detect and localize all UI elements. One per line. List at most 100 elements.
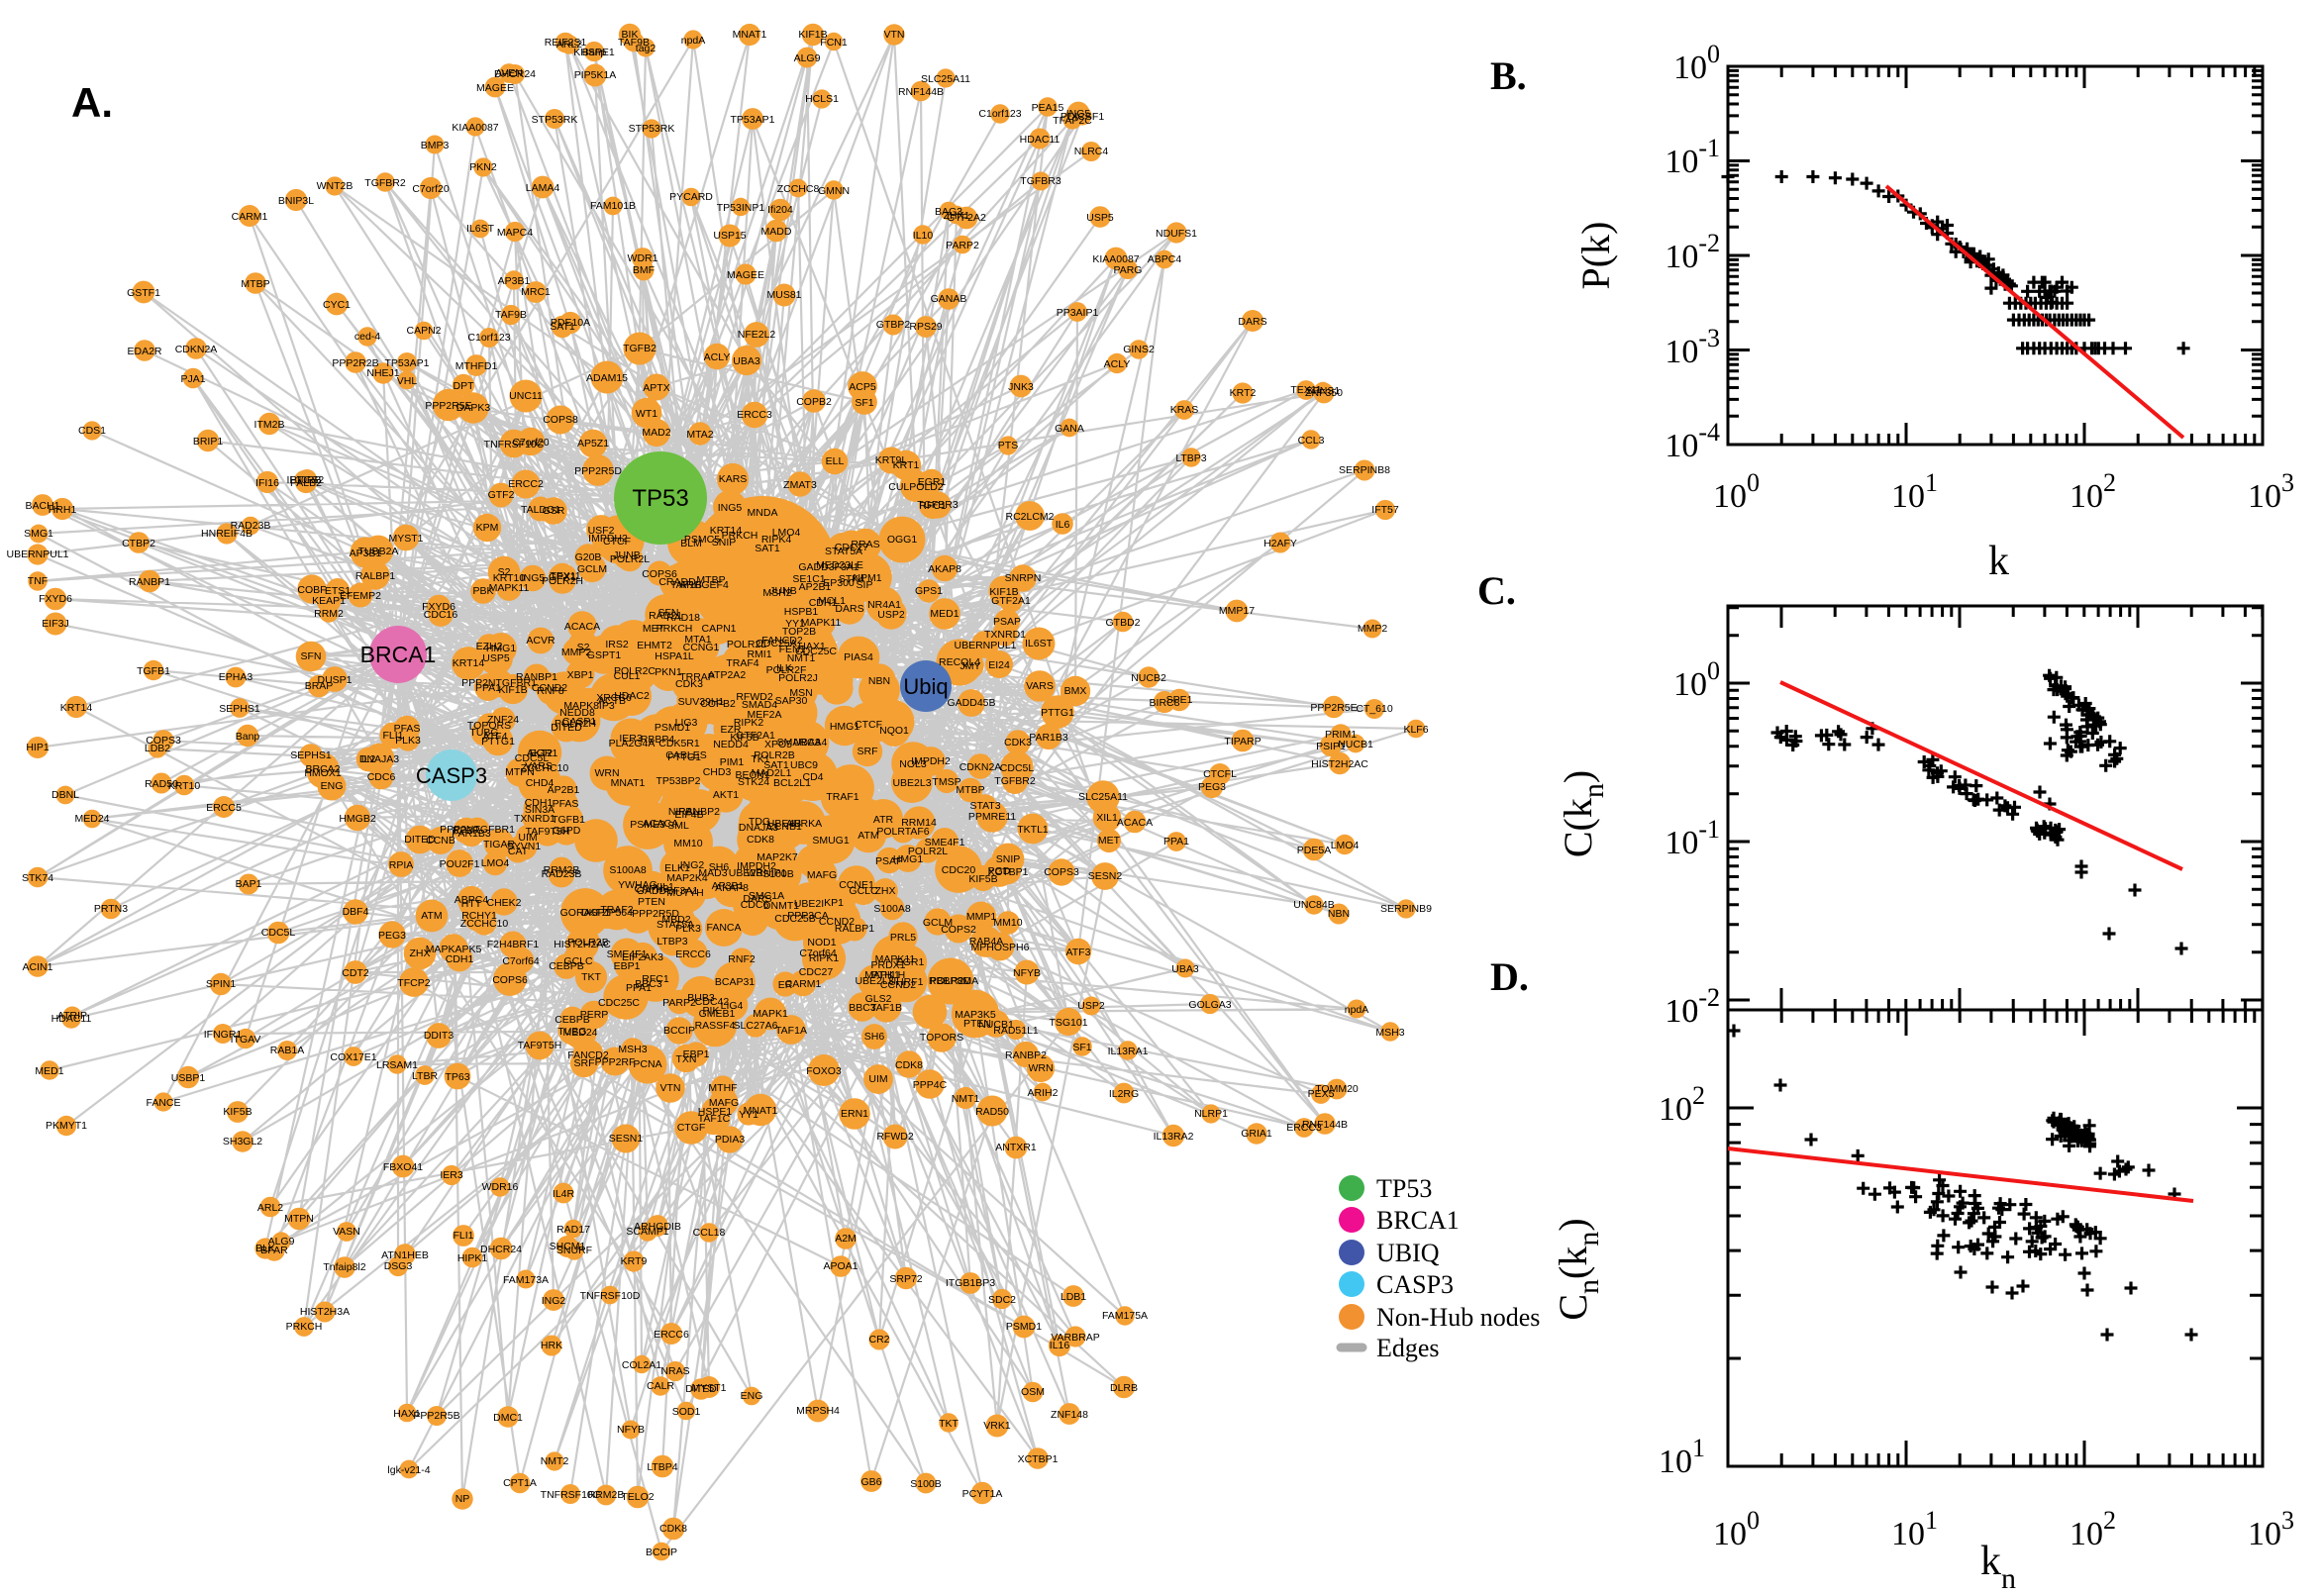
svg-text:XBP1: XBP1 (567, 669, 594, 681)
svg-text:UBE2I: UBE2I (794, 898, 824, 910)
svg-text:AKAP8: AKAP8 (928, 563, 961, 575)
svg-text:POLR2F: POLR2F (766, 664, 807, 676)
svg-text:CABLES: CABLES (665, 749, 706, 761)
svg-text:ING5: ING5 (521, 572, 546, 584)
svg-text:PRTN3: PRTN3 (94, 903, 128, 915)
svg-text:PFAS: PFAS (553, 798, 579, 810)
svg-text:GRIA1: GRIA1 (1241, 1128, 1272, 1140)
svg-text:COPS3: COPS3 (146, 735, 181, 747)
svg-text:PLA2G4A: PLA2G4A (609, 738, 656, 749)
svg-text:TP53BP2: TP53BP2 (656, 775, 701, 787)
svg-text:RAB1A: RAB1A (270, 1045, 304, 1056)
svg-text:MMP2: MMP2 (561, 647, 591, 658)
svg-text:CCND2: CCND2 (880, 979, 916, 991)
svg-text:CTCF: CTCF (603, 536, 631, 548)
svg-text:CDC20: CDC20 (942, 864, 976, 876)
svg-text:STK24: STK24 (738, 776, 769, 788)
svg-text:SIP: SIP (857, 579, 873, 591)
svg-text:IER3: IER3 (619, 733, 643, 745)
svg-text:ARL2: ARL2 (257, 1202, 283, 1214)
svg-text:COPS8: COPS8 (543, 414, 578, 426)
svg-text:LDB2: LDB2 (145, 743, 170, 754)
svg-text:BUB3: BUB3 (687, 992, 715, 1004)
svg-text:WNT2B: WNT2B (317, 180, 354, 192)
svg-text:PIP5K1A: PIP5K1A (574, 69, 617, 81)
svg-text:KIF5B: KIF5B (730, 732, 758, 744)
svg-text:BMX: BMX (1064, 685, 1087, 697)
svg-text:XIL1: XIL1 (1096, 812, 1118, 824)
svg-text:PEX5: PEX5 (1308, 1088, 1335, 1100)
svg-text:PKN1: PKN1 (655, 666, 682, 678)
svg-text:KHSPE1: KHSPE1 (573, 47, 615, 58)
svg-text:TEX11: TEX11 (550, 570, 580, 582)
svg-text:PSMD1: PSMD1 (655, 722, 690, 734)
svg-text:ced-4: ced-4 (354, 331, 380, 343)
svg-text:SERPINB8: SERPINB8 (1339, 464, 1390, 476)
svg-text:PDE5A: PDE5A (1297, 845, 1331, 856)
svg-text:CR2: CR2 (868, 1334, 889, 1346)
svg-text:TAF9B: TAF9B (618, 37, 650, 49)
svg-text:DITED: DITED (404, 834, 436, 846)
svg-text:TP53INP1: TP53INP1 (717, 202, 765, 214)
svg-text:DARS: DARS (835, 603, 863, 615)
svg-text:B.: B. (1490, 53, 1527, 98)
svg-text:TGFB1: TGFB1 (137, 665, 170, 677)
svg-text:USP2: USP2 (1077, 1000, 1105, 1012)
svg-text:TK1: TK1 (751, 753, 769, 765)
svg-text:ZCCHC10: ZCCHC10 (460, 918, 509, 930)
svg-text:JUNB: JUNB (769, 585, 796, 597)
svg-text:MAPK8IP3: MAPK8IP3 (563, 700, 615, 712)
svg-text:XCTBP1: XCTBP1 (1018, 1453, 1059, 1465)
svg-text:TFCP2: TFCP2 (397, 977, 430, 989)
svg-text:ALG9: ALG9 (794, 52, 821, 64)
svg-text:CDKN2A: CDKN2A (175, 344, 218, 355)
svg-text:TOMM20: TOMM20 (1315, 1083, 1359, 1095)
svg-text:CDKN2A: CDKN2A (960, 761, 1002, 773)
svg-text:BRCA2: BRCA2 (305, 763, 340, 775)
svg-text:CRADD: CRADD (658, 576, 696, 588)
svg-text:UBE4B: UBE4B (767, 818, 801, 830)
svg-text:MTPN: MTPN (505, 766, 535, 778)
svg-text:PBK: PBK (472, 585, 493, 597)
svg-text:COBF: COBF (297, 584, 326, 596)
svg-text:ENG: ENG (741, 1390, 763, 1402)
svg-text:MEF2A: MEF2A (747, 709, 781, 721)
svg-text:SNURF: SNURF (556, 1245, 592, 1256)
svg-text:SLC25A11: SLC25A11 (1078, 791, 1128, 803)
svg-text:LTBP4: LTBP4 (647, 1461, 677, 1473)
svg-text:KIAA0087: KIAA0087 (452, 122, 498, 134)
svg-text:ELL: ELL (826, 455, 845, 467)
svg-text:DAPK3: DAPK3 (456, 402, 491, 414)
svg-text:TAF1B: TAF1B (670, 579, 702, 591)
svg-text:PLK3: PLK3 (675, 923, 701, 935)
svg-text:ITGB1BP3: ITGB1BP3 (946, 1277, 995, 1289)
svg-text:VTN: VTN (660, 1082, 681, 1094)
svg-text:HSPE1: HSPE1 (698, 1106, 733, 1118)
svg-text:SHCM1: SHCM1 (550, 1241, 586, 1252)
svg-text:WRN: WRN (594, 767, 619, 779)
svg-text:RRM2B: RRM2B (588, 1489, 625, 1501)
svg-text:NLRP1: NLRP1 (1194, 1108, 1228, 1120)
svg-text:HMG1: HMG1 (486, 643, 516, 654)
svg-text:A2M: A2M (835, 1233, 857, 1245)
svg-text:ERCC3: ERCC3 (1286, 1122, 1322, 1134)
svg-text:FBXO41: FBXO41 (383, 1161, 423, 1173)
svg-text:RIPK1: RIPK1 (809, 952, 840, 964)
svg-text:TRAF4: TRAF4 (726, 657, 758, 669)
svg-text:PTTG1: PTTG1 (667, 751, 701, 763)
svg-text:PPP2NTGFBR1: PPP2NTGFBR1 (440, 824, 515, 836)
svg-text:UNC84B: UNC84B (1293, 899, 1334, 911)
svg-text:PSMD1: PSMD1 (1006, 1321, 1042, 1333)
svg-text:TAF9T5H: TAF9T5H (526, 826, 570, 838)
svg-text:YWHAG: YWHAG (618, 879, 657, 891)
svg-text:COPS2: COPS2 (941, 924, 976, 936)
svg-text:PPA1: PPA1 (1163, 836, 1189, 848)
svg-text:IL6ST: IL6ST (1025, 638, 1054, 649)
svg-text:SNRPN: SNRPN (1005, 572, 1042, 584)
svg-text:TALDO1: TALDO1 (521, 504, 560, 516)
svg-text:ZCCHC8: ZCCHC8 (777, 183, 820, 195)
svg-text:FLI1: FLI1 (453, 1230, 473, 1242)
svg-text:ZMAT3: ZMAT3 (783, 479, 817, 491)
svg-text:OSM: OSM (1021, 1386, 1045, 1398)
svg-text:CCND2: CCND2 (819, 916, 855, 928)
